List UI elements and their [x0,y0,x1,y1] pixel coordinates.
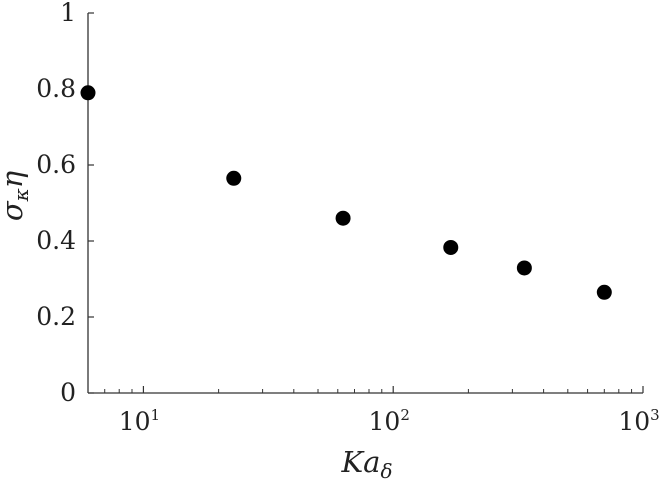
data-point [443,239,459,255]
x-axis-label: Kaδ [340,445,392,482]
y-axis-label: σκη [0,170,33,221]
y-tick-label: 1 [60,0,76,27]
data-point [596,284,612,300]
x-tick-label-exponent: 3 [650,406,660,424]
y-axis-label-tail: η [0,170,29,188]
x-tick-label-exponent: 1 [151,406,161,424]
axis-ticks [87,12,644,394]
y-tick-label: 0.8 [36,74,76,103]
x-axis-label-subscript: δ [380,459,392,482]
y-tick-label: 0.2 [36,302,76,331]
x-tick-label: 101 [119,406,160,436]
y-tick-label: 0.6 [36,150,76,179]
x-tick-label-exponent: 2 [400,406,410,424]
x-tick-label-base: 10 [369,407,401,436]
axes [87,13,643,394]
y-tick-label: 0.4 [36,226,76,255]
y-axis-label-subscript: κ [9,188,33,202]
data-point [80,85,96,101]
x-tick-label-base: 10 [119,407,151,436]
y-tick-label: 0 [60,378,76,407]
x-tick-label: 102 [369,406,410,436]
data-point [226,170,242,186]
y-axis-label-symbol: σ [0,200,29,221]
data-point [335,210,351,226]
data-point [516,260,532,276]
x-axis-label-base: Ka [340,445,380,479]
x-tick-label: 103 [618,406,659,436]
x-tick-label-base: 10 [618,407,650,436]
data-points [80,85,612,300]
